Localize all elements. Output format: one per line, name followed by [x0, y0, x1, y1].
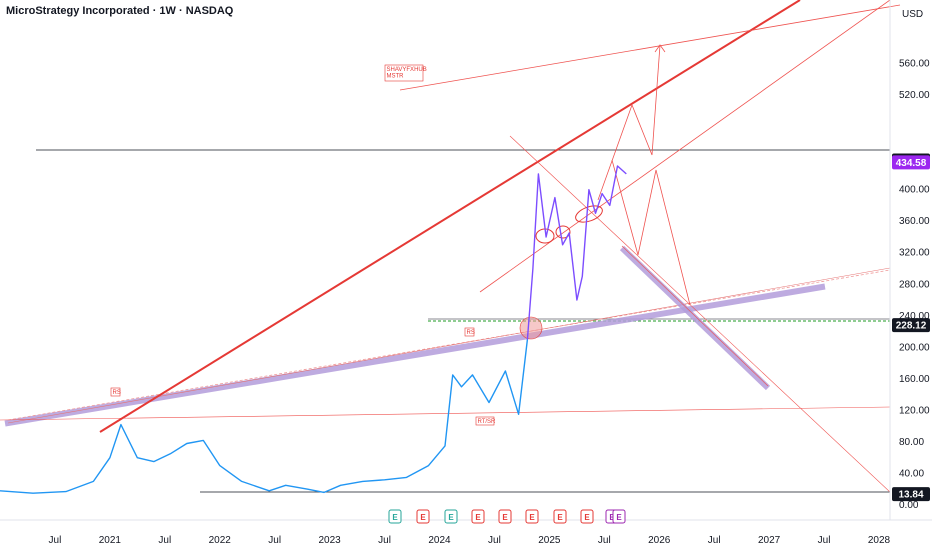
y-tick-label: 320.00 [899, 248, 930, 259]
x-tick-label: 2027 [758, 535, 781, 546]
trend-line [480, 0, 890, 292]
price-tag-label: 13.84 [898, 490, 923, 501]
trend-line [8, 287, 822, 423]
y-tick-label: 120.00 [899, 405, 930, 416]
x-tick-label: 2023 [319, 535, 342, 546]
price-series-line [527, 166, 626, 340]
y-tick-label: 160.00 [899, 374, 930, 385]
x-tick-label: Jul [49, 535, 62, 546]
trend-line [8, 268, 890, 423]
x-tick-label: Jul [818, 535, 831, 546]
y-tick-label: 200.00 [899, 342, 930, 353]
y-tick-label: 520.00 [899, 90, 930, 101]
x-tick-label: 2021 [99, 535, 122, 546]
trend-line [0, 407, 890, 420]
trend-line [510, 136, 890, 492]
x-tick-label: 2028 [868, 535, 891, 546]
earnings-marker-label: E [392, 513, 398, 522]
x-tick-label: 2024 [428, 535, 451, 546]
x-tick-label: Jul [598, 535, 611, 546]
annotation-label: RS [467, 330, 475, 336]
annotation-label: RS [113, 390, 121, 396]
currency-label[interactable]: USD [902, 9, 923, 20]
earnings-marker-label: E [616, 513, 622, 522]
price-tag-label: 228.12 [896, 321, 927, 332]
projection-path [598, 45, 660, 200]
time-axis[interactable]: Jul 2021 Jul 2022 Jul 2023 Jul 2024 Jul 2025 Jul 20… [0, 520, 932, 546]
price-axis[interactable]: 0.0040.0080.00120.00160.00200.00240.0028… [890, 0, 930, 520]
x-tick-label: Jul [268, 535, 281, 546]
y-tick-label: 80.00 [899, 437, 924, 448]
earnings-marker-label: E [420, 513, 426, 522]
x-tick-label: 2022 [209, 535, 232, 546]
y-tick-label: 360.00 [899, 216, 930, 227]
y-tick-label: 560.00 [899, 59, 930, 70]
trend-line [400, 5, 900, 90]
trend-line [100, 0, 800, 432]
projection-path [612, 160, 690, 305]
annotation-label: SHAVYFXHUB [387, 67, 427, 73]
earnings-marker-label: E [529, 513, 535, 522]
x-tick-label: 2026 [648, 535, 671, 546]
trend-line [8, 270, 890, 420]
annotation-label: MSTR [387, 74, 405, 80]
x-tick-label: Jul [158, 535, 171, 546]
earnings-marker-label: E [475, 513, 481, 522]
y-tick-label: 0.00 [899, 500, 919, 511]
earnings-marker-label: E [448, 513, 454, 522]
x-tick-label: Jul [488, 535, 501, 546]
y-tick-label: 400.00 [899, 185, 930, 196]
price-tag-label: 434.58 [896, 158, 927, 169]
y-tick-label: 40.00 [899, 468, 924, 479]
x-tick-label: Jul [708, 535, 721, 546]
y-tick-label: 280.00 [899, 279, 930, 290]
x-tick-label: Jul [378, 535, 391, 546]
highlight-circle [520, 317, 542, 339]
drawing-layer[interactable] [0, 0, 900, 492]
earnings-marker-label: E [557, 513, 563, 522]
annotation-label: RT/SR [478, 419, 497, 425]
x-tick-label: 2025 [538, 535, 561, 546]
earnings-marker-label: E [584, 513, 590, 522]
earnings-marker-label: E [502, 513, 508, 522]
